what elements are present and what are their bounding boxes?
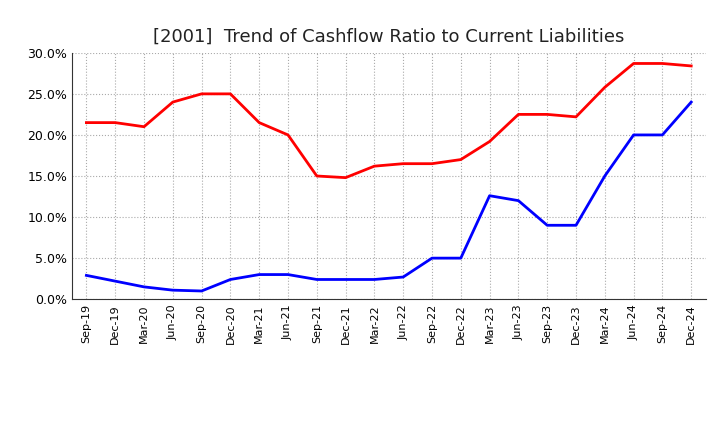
Operating CF to Current Liabilities	[341, 175, 350, 180]
Line: Operating CF to Current Liabilities: Operating CF to Current Liabilities	[86, 63, 691, 178]
Free CF to Current Liabilities	[197, 288, 206, 293]
Operating CF to Current Liabilities	[600, 84, 609, 90]
Free CF to Current Liabilities	[629, 132, 638, 138]
Free CF to Current Liabilities	[687, 99, 696, 105]
Free CF to Current Liabilities	[600, 173, 609, 179]
Line: Free CF to Current Liabilities: Free CF to Current Liabilities	[86, 102, 691, 291]
Free CF to Current Liabilities	[255, 272, 264, 277]
Free CF to Current Liabilities	[456, 256, 465, 261]
Operating CF to Current Liabilities	[140, 124, 148, 129]
Operating CF to Current Liabilities	[543, 112, 552, 117]
Operating CF to Current Liabilities	[456, 157, 465, 162]
Free CF to Current Liabilities	[140, 284, 148, 290]
Operating CF to Current Liabilities	[284, 132, 292, 138]
Operating CF to Current Liabilities	[312, 173, 321, 179]
Operating CF to Current Liabilities	[485, 139, 494, 144]
Operating CF to Current Liabilities	[168, 99, 177, 105]
Title: [2001]  Trend of Cashflow Ratio to Current Liabilities: [2001] Trend of Cashflow Ratio to Curren…	[153, 28, 624, 46]
Operating CF to Current Liabilities	[82, 120, 91, 125]
Operating CF to Current Liabilities	[226, 91, 235, 96]
Free CF to Current Liabilities	[572, 223, 580, 228]
Free CF to Current Liabilities	[658, 132, 667, 138]
Free CF to Current Liabilities	[485, 193, 494, 198]
Operating CF to Current Liabilities	[514, 112, 523, 117]
Free CF to Current Liabilities	[514, 198, 523, 203]
Free CF to Current Liabilities	[82, 273, 91, 278]
Free CF to Current Liabilities	[111, 279, 120, 284]
Free CF to Current Liabilities	[428, 256, 436, 261]
Free CF to Current Liabilities	[168, 287, 177, 293]
Free CF to Current Liabilities	[399, 275, 408, 280]
Operating CF to Current Liabilities	[687, 63, 696, 69]
Operating CF to Current Liabilities	[370, 164, 379, 169]
Operating CF to Current Liabilities	[255, 120, 264, 125]
Operating CF to Current Liabilities	[197, 91, 206, 96]
Operating CF to Current Liabilities	[572, 114, 580, 120]
Free CF to Current Liabilities	[284, 272, 292, 277]
Operating CF to Current Liabilities	[629, 61, 638, 66]
Free CF to Current Liabilities	[543, 223, 552, 228]
Free CF to Current Liabilities	[312, 277, 321, 282]
Free CF to Current Liabilities	[226, 277, 235, 282]
Free CF to Current Liabilities	[370, 277, 379, 282]
Operating CF to Current Liabilities	[111, 120, 120, 125]
Operating CF to Current Liabilities	[658, 61, 667, 66]
Free CF to Current Liabilities	[341, 277, 350, 282]
Operating CF to Current Liabilities	[399, 161, 408, 166]
Operating CF to Current Liabilities	[428, 161, 436, 166]
